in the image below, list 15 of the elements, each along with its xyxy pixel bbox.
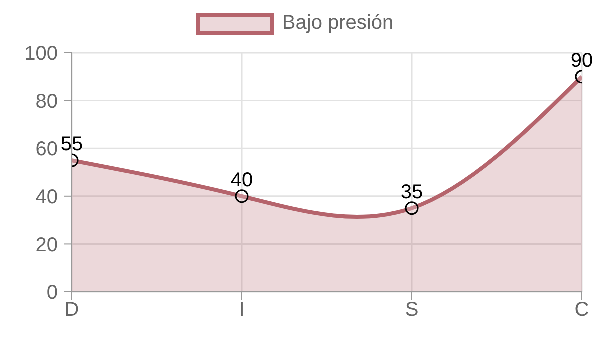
x-tick-label: D <box>64 299 80 322</box>
x-tick-label: C <box>574 299 590 322</box>
y-tick-label: 40 <box>36 186 58 208</box>
y-tick-label: 20 <box>36 234 58 256</box>
y-tick-label: 60 <box>36 138 58 161</box>
data-label: 35 <box>400 181 424 204</box>
x-tick-label: S <box>405 299 419 322</box>
data-label: 55 <box>60 134 84 156</box>
data-label: 40 <box>230 169 254 192</box>
y-tick-label: 100 <box>24 43 58 66</box>
data-label: 90 <box>570 50 594 72</box>
y-tick-label: 80 <box>36 90 58 113</box>
y-tick-label: 0 <box>46 282 58 304</box>
x-tick-label: I <box>239 299 245 322</box>
legend-label: Bajo presión <box>282 12 394 35</box>
